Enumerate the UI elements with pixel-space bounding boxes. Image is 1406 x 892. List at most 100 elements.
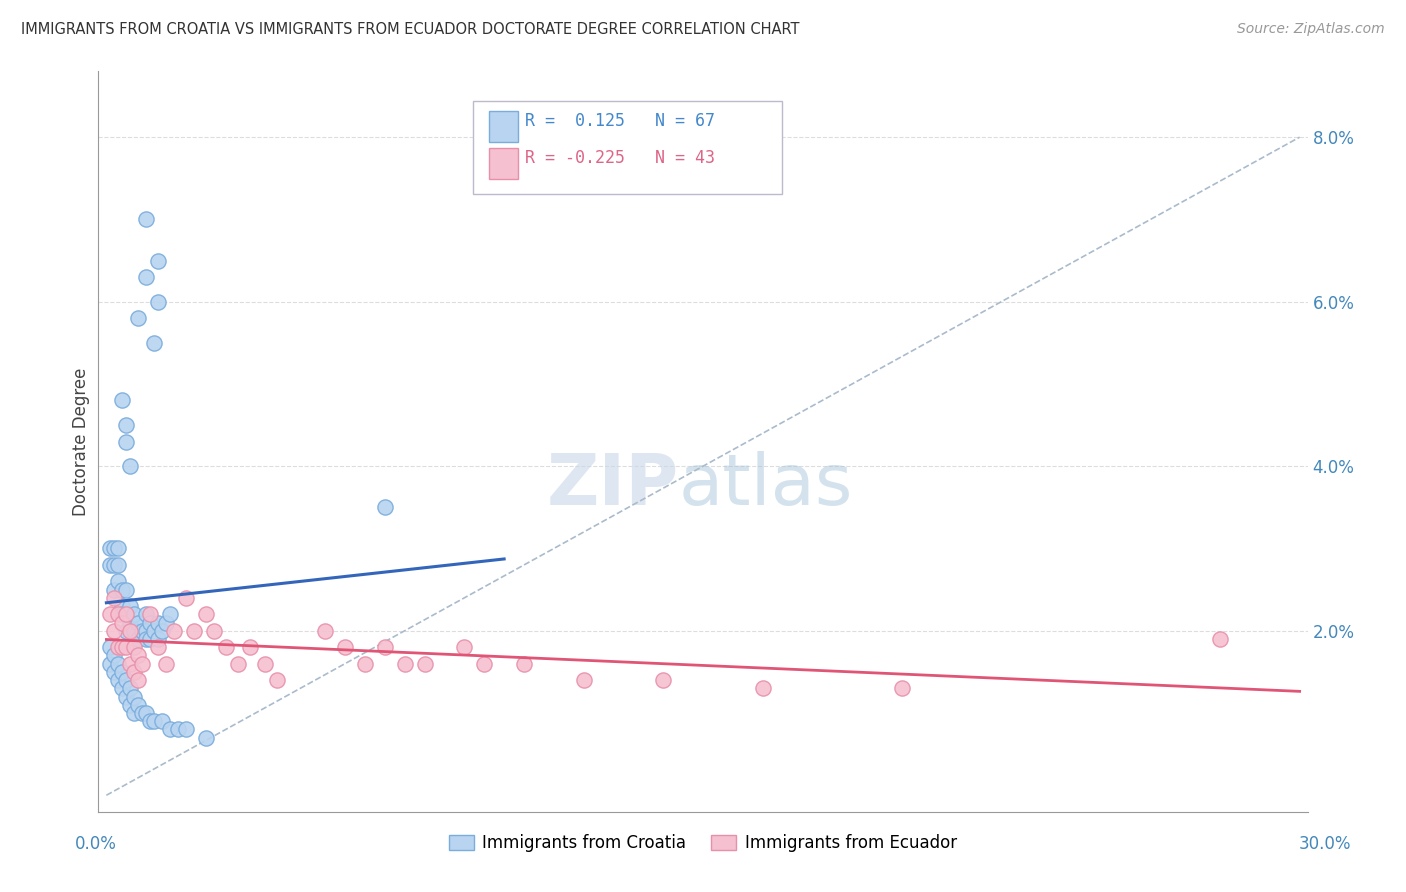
Point xyxy=(135,706,157,720)
Text: Source: ZipAtlas.com: Source: ZipAtlas.com xyxy=(1237,22,1385,37)
Point xyxy=(374,500,396,515)
Point xyxy=(127,698,149,712)
Text: ZIP: ZIP xyxy=(547,451,679,520)
Point xyxy=(111,640,134,655)
Point xyxy=(131,624,153,638)
Point xyxy=(111,615,134,630)
Point xyxy=(107,673,129,687)
Point xyxy=(103,648,125,663)
Point xyxy=(115,640,138,655)
Point xyxy=(103,665,125,679)
Point xyxy=(115,418,138,433)
Point xyxy=(1209,632,1232,646)
Point xyxy=(122,607,145,622)
Point xyxy=(472,657,495,671)
Point xyxy=(98,541,121,556)
Point xyxy=(111,393,134,408)
Point xyxy=(120,459,142,474)
Point xyxy=(120,681,142,696)
Point xyxy=(314,624,336,638)
Point xyxy=(155,657,177,671)
Point xyxy=(115,607,138,622)
Point xyxy=(103,541,125,556)
Point xyxy=(122,624,145,638)
Point xyxy=(226,657,249,671)
Point xyxy=(115,673,138,687)
Point xyxy=(127,648,149,663)
Point xyxy=(111,582,134,597)
Point xyxy=(333,640,356,655)
Point xyxy=(146,632,169,646)
Point xyxy=(146,253,169,268)
Point xyxy=(194,731,217,745)
Y-axis label: Doctorate Degree: Doctorate Degree xyxy=(72,368,90,516)
Point xyxy=(135,212,157,227)
Point xyxy=(115,624,138,638)
Point xyxy=(111,599,134,613)
FancyBboxPatch shape xyxy=(489,111,517,142)
Point xyxy=(143,714,166,729)
Point xyxy=(146,615,169,630)
Point xyxy=(239,640,262,655)
Point xyxy=(107,574,129,589)
Point xyxy=(159,607,181,622)
Point xyxy=(131,657,153,671)
Point xyxy=(139,607,162,622)
Point xyxy=(122,690,145,704)
Point xyxy=(103,624,125,638)
Point xyxy=(103,558,125,572)
Point xyxy=(98,640,121,655)
Point xyxy=(111,665,134,679)
Point xyxy=(127,673,149,687)
Text: 0.0%: 0.0% xyxy=(75,835,117,853)
Point xyxy=(652,673,675,687)
Point xyxy=(103,582,125,597)
Point xyxy=(174,723,197,737)
Text: atlas: atlas xyxy=(679,451,853,520)
Point xyxy=(167,723,190,737)
Point xyxy=(127,615,149,630)
Text: 30.0%: 30.0% xyxy=(1298,835,1351,853)
Point xyxy=(103,591,125,605)
Point xyxy=(139,714,162,729)
Point xyxy=(215,640,238,655)
Point xyxy=(139,615,162,630)
Point xyxy=(135,270,157,285)
Point xyxy=(513,657,536,671)
Point xyxy=(107,640,129,655)
Point xyxy=(135,607,157,622)
Point xyxy=(453,640,475,655)
Point xyxy=(139,632,162,646)
Point xyxy=(146,640,169,655)
Point xyxy=(120,698,142,712)
Point xyxy=(374,640,396,655)
Point xyxy=(394,657,416,671)
Point xyxy=(122,706,145,720)
Point xyxy=(135,632,157,646)
Point xyxy=(183,624,205,638)
Point xyxy=(115,607,138,622)
Point xyxy=(127,632,149,646)
Point xyxy=(202,624,225,638)
Point xyxy=(115,690,138,704)
Point xyxy=(122,640,145,655)
Legend: Immigrants from Croatia, Immigrants from Ecuador: Immigrants from Croatia, Immigrants from… xyxy=(443,828,963,859)
Point xyxy=(120,657,142,671)
Point xyxy=(107,541,129,556)
Point xyxy=(135,624,157,638)
Point xyxy=(266,673,288,687)
Point xyxy=(194,607,217,622)
Text: IMMIGRANTS FROM CROATIA VS IMMIGRANTS FROM ECUADOR DOCTORATE DEGREE CORRELATION : IMMIGRANTS FROM CROATIA VS IMMIGRANTS FR… xyxy=(21,22,800,37)
Point xyxy=(146,294,169,309)
Point xyxy=(120,615,142,630)
Point xyxy=(174,591,197,605)
Point xyxy=(155,615,177,630)
FancyBboxPatch shape xyxy=(489,147,517,178)
Point xyxy=(98,607,121,622)
Point xyxy=(107,657,129,671)
Point xyxy=(111,681,134,696)
Point xyxy=(120,624,142,638)
Point xyxy=(254,657,277,671)
Point xyxy=(115,582,138,597)
Point xyxy=(354,657,377,671)
